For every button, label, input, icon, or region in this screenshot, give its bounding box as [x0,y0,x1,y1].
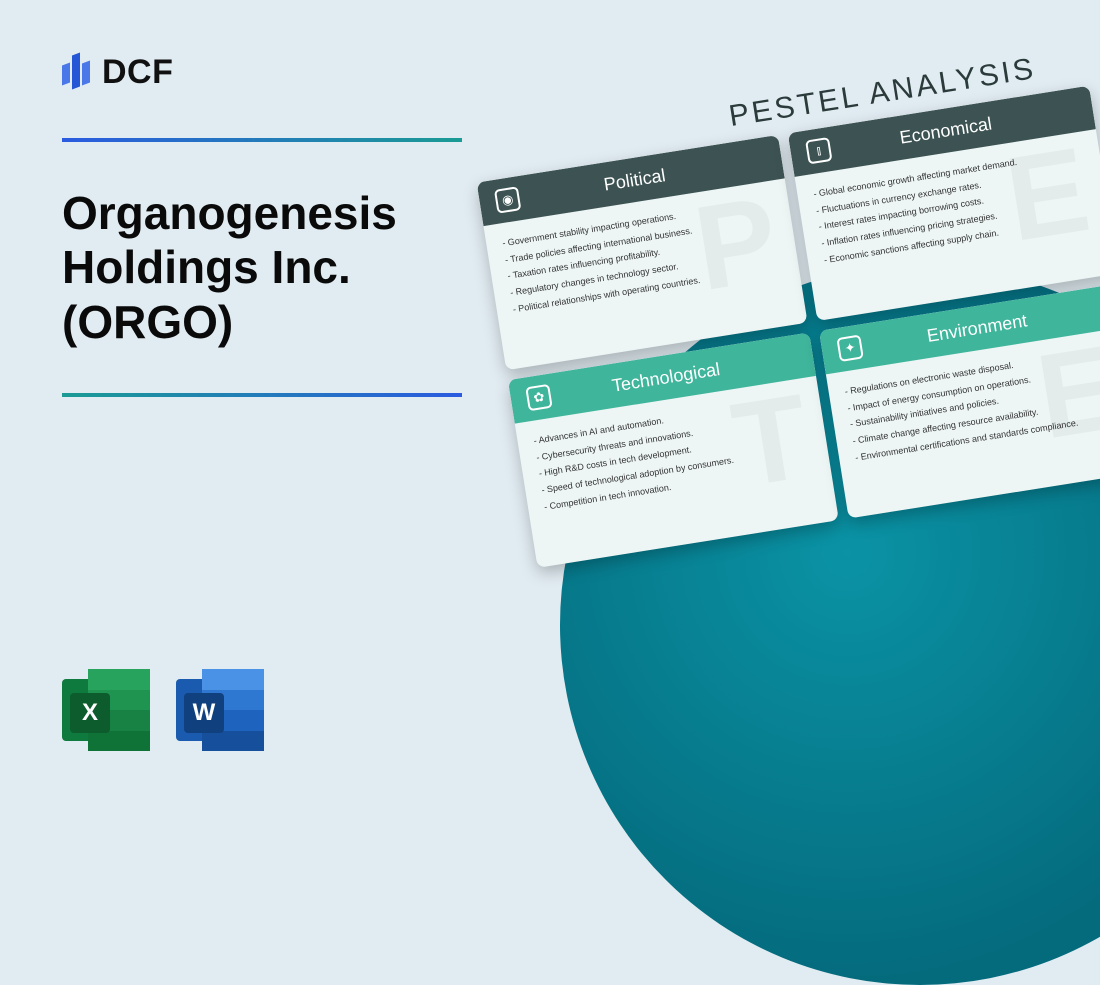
divider-bottom [62,393,462,397]
logo-text: DCF [102,53,173,92]
economical-icon: ⫾ [805,137,832,164]
pestel-card-political: ◉Political- Government stability impacti… [477,135,808,370]
pestel-card-environment: ✦Environment- Regulations on electronic … [819,283,1100,518]
word-badge: W [184,693,224,733]
logo: DCF [62,50,502,94]
divider-top [62,138,462,142]
left-column: DCF Organogenesis Holdings Inc. (ORGO) [62,50,502,441]
pestel-panel: PESTEL ANALYSIS ◉Political- Government s… [470,44,1100,568]
environment-icon: ✦ [836,335,863,362]
political-icon: ◉ [494,186,521,213]
excel-badge: X [70,693,110,733]
logo-icon [62,50,92,94]
excel-icon[interactable]: X [62,669,150,751]
technological-icon: ✿ [525,384,552,411]
page-title: Organogenesis Holdings Inc. (ORGO) [62,186,502,349]
word-icon[interactable]: W [176,669,264,751]
pestel-card-economical: ⫾Economical- Global economic growth affe… [788,86,1100,321]
file-icons: X W [62,669,264,751]
